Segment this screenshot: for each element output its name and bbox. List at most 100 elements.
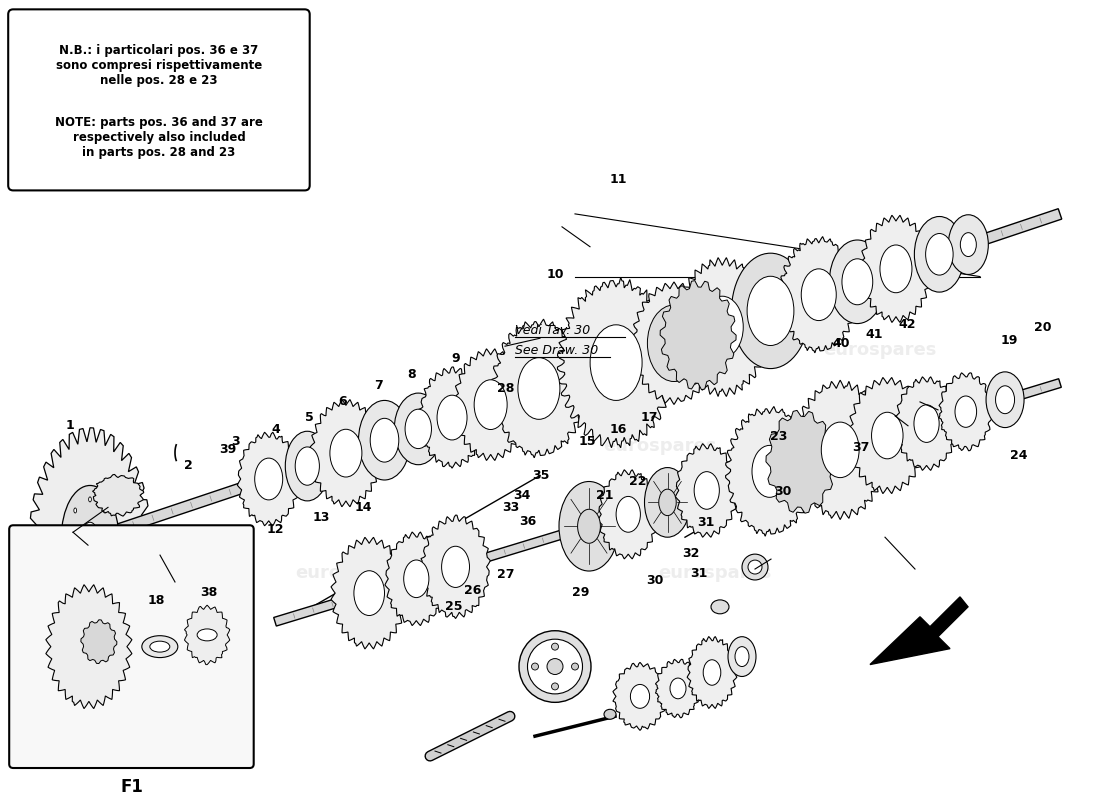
Ellipse shape bbox=[914, 405, 939, 442]
Text: 41: 41 bbox=[866, 328, 883, 341]
Ellipse shape bbox=[630, 685, 650, 708]
Ellipse shape bbox=[285, 431, 329, 501]
Ellipse shape bbox=[528, 639, 583, 694]
Polygon shape bbox=[939, 373, 993, 450]
Ellipse shape bbox=[728, 637, 756, 677]
Ellipse shape bbox=[437, 395, 468, 440]
Polygon shape bbox=[81, 620, 117, 663]
Polygon shape bbox=[766, 410, 836, 514]
Text: 8: 8 bbox=[407, 367, 416, 381]
Ellipse shape bbox=[68, 534, 70, 540]
Text: 42: 42 bbox=[899, 318, 916, 331]
Ellipse shape bbox=[732, 253, 810, 369]
Ellipse shape bbox=[948, 214, 988, 274]
Text: eurospares: eurospares bbox=[295, 437, 409, 454]
Ellipse shape bbox=[474, 380, 507, 430]
Polygon shape bbox=[385, 532, 448, 626]
Text: 28: 28 bbox=[497, 382, 515, 395]
Text: 26: 26 bbox=[464, 584, 482, 597]
Ellipse shape bbox=[519, 630, 591, 702]
Text: 33: 33 bbox=[502, 502, 519, 514]
Polygon shape bbox=[310, 399, 382, 506]
Polygon shape bbox=[274, 378, 1062, 626]
Text: 25: 25 bbox=[444, 600, 462, 613]
Polygon shape bbox=[793, 380, 888, 519]
Text: 11: 11 bbox=[609, 173, 627, 186]
Polygon shape bbox=[631, 282, 716, 405]
Ellipse shape bbox=[197, 629, 217, 641]
Ellipse shape bbox=[62, 486, 119, 589]
Ellipse shape bbox=[986, 372, 1024, 427]
Ellipse shape bbox=[110, 534, 112, 540]
Ellipse shape bbox=[74, 508, 77, 513]
Ellipse shape bbox=[747, 276, 794, 346]
Polygon shape bbox=[185, 605, 230, 665]
Ellipse shape bbox=[742, 554, 768, 580]
Text: 12: 12 bbox=[266, 522, 284, 536]
Polygon shape bbox=[848, 378, 926, 494]
Text: 23: 23 bbox=[770, 430, 788, 442]
Polygon shape bbox=[238, 432, 300, 526]
Polygon shape bbox=[492, 319, 586, 458]
Ellipse shape bbox=[752, 446, 788, 498]
Ellipse shape bbox=[551, 683, 559, 690]
Ellipse shape bbox=[295, 447, 319, 486]
Ellipse shape bbox=[441, 546, 470, 587]
Ellipse shape bbox=[354, 570, 385, 615]
Text: eurospares: eurospares bbox=[658, 564, 772, 582]
Text: 19: 19 bbox=[1001, 334, 1019, 347]
Ellipse shape bbox=[255, 458, 283, 500]
Ellipse shape bbox=[829, 240, 886, 323]
Ellipse shape bbox=[89, 497, 91, 502]
Ellipse shape bbox=[551, 643, 559, 650]
Ellipse shape bbox=[670, 678, 686, 698]
Ellipse shape bbox=[645, 467, 691, 538]
Ellipse shape bbox=[822, 422, 859, 478]
Ellipse shape bbox=[711, 600, 729, 614]
Ellipse shape bbox=[394, 393, 442, 465]
Polygon shape bbox=[421, 515, 491, 618]
Ellipse shape bbox=[559, 482, 619, 571]
Text: 1: 1 bbox=[66, 419, 75, 432]
Ellipse shape bbox=[842, 259, 872, 305]
Text: 7: 7 bbox=[374, 379, 383, 393]
FancyBboxPatch shape bbox=[9, 526, 254, 768]
Text: Vedi Tav. 30: Vedi Tav. 30 bbox=[515, 324, 590, 337]
Ellipse shape bbox=[405, 409, 431, 449]
Text: 15: 15 bbox=[579, 435, 596, 448]
Text: 29: 29 bbox=[572, 586, 590, 599]
Ellipse shape bbox=[547, 658, 563, 674]
Ellipse shape bbox=[801, 269, 836, 321]
Polygon shape bbox=[558, 278, 674, 448]
Ellipse shape bbox=[616, 497, 640, 532]
Polygon shape bbox=[331, 538, 407, 649]
Text: 36: 36 bbox=[519, 514, 537, 528]
Ellipse shape bbox=[880, 245, 912, 293]
Ellipse shape bbox=[659, 489, 676, 516]
Polygon shape bbox=[726, 406, 813, 536]
Polygon shape bbox=[675, 258, 770, 397]
Text: 9: 9 bbox=[451, 352, 460, 365]
Text: 24: 24 bbox=[1010, 449, 1027, 462]
Text: 30: 30 bbox=[646, 574, 663, 587]
Text: 34: 34 bbox=[513, 489, 530, 502]
Text: See Draw. 30: See Draw. 30 bbox=[515, 344, 598, 357]
Ellipse shape bbox=[694, 472, 719, 510]
Text: eurospares: eurospares bbox=[823, 341, 937, 359]
Ellipse shape bbox=[89, 573, 91, 578]
Text: 30: 30 bbox=[774, 486, 792, 498]
Ellipse shape bbox=[103, 508, 107, 513]
Text: 32: 32 bbox=[682, 546, 700, 560]
Ellipse shape bbox=[103, 562, 107, 566]
Ellipse shape bbox=[735, 646, 749, 666]
Text: 27: 27 bbox=[497, 568, 515, 581]
FancyBboxPatch shape bbox=[8, 10, 310, 190]
Text: eurospares: eurospares bbox=[603, 437, 717, 454]
Text: 21: 21 bbox=[596, 489, 614, 502]
Text: 6: 6 bbox=[338, 395, 346, 409]
Text: 31: 31 bbox=[690, 566, 707, 579]
Polygon shape bbox=[46, 585, 132, 709]
Polygon shape bbox=[94, 209, 1062, 542]
Polygon shape bbox=[656, 659, 701, 718]
Text: 4: 4 bbox=[272, 423, 280, 436]
